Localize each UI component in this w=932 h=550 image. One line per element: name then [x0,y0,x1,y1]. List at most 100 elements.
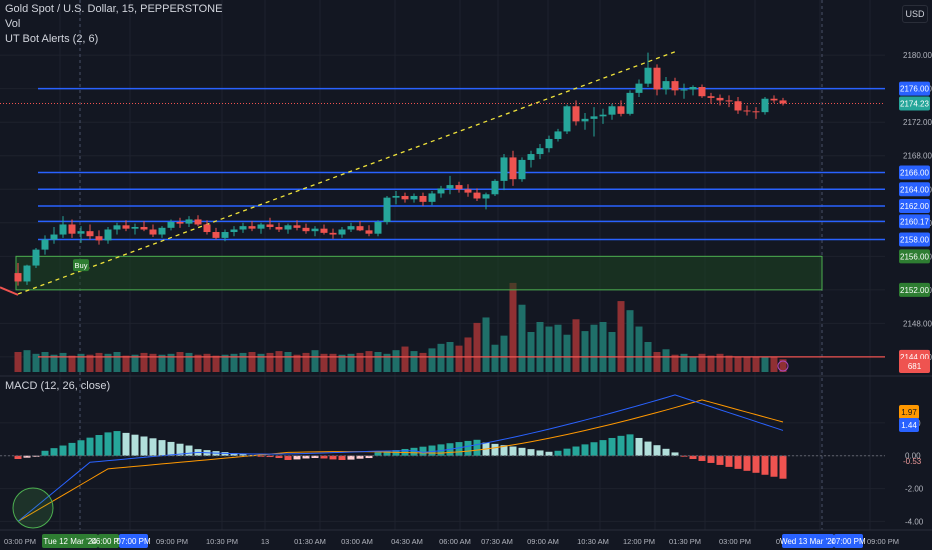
macd-histogram-bar [725,455,733,467]
candle-body [770,98,778,101]
volume-bar [401,346,409,372]
volume-bar [680,353,688,372]
demand-zone [15,255,823,291]
volume-bar [689,356,697,372]
candle-body [491,180,499,195]
volume-bar [365,351,373,372]
volume-bar [149,353,157,372]
macd-histogram-bar [221,452,229,456]
volume-bar [779,359,787,372]
candle-body [176,221,184,224]
macd-histogram-bar [23,455,31,458]
macd-histogram-bar [149,438,157,456]
macd-histogram-bar [122,432,130,456]
time-axis-label: 10:30 AM [577,537,609,546]
candle-body [230,229,238,233]
macd-histogram-bar [590,442,598,456]
price-axis-tick: 2172.00 [903,118,932,127]
volume-bar [77,353,85,372]
macd-histogram-bar [50,448,58,456]
macd-histogram-bar [131,434,139,456]
volume-bar [248,352,256,372]
candle-body [59,224,67,235]
macd-signal-line [17,399,784,522]
volume-bar [428,348,436,372]
macd-histogram-bar [752,455,760,473]
volume-bar [734,356,742,372]
volume-bar [194,354,202,372]
time-axis-date-end: Wed 13 Mar '24 [780,537,837,546]
candle-body [401,195,409,200]
macd-histogram-bar [338,455,346,460]
volume-bar [239,352,247,372]
candle-body [50,234,58,240]
macd-histogram-bar [311,455,319,459]
volume-bar [68,355,76,372]
macd-histogram-bar [563,448,571,456]
volume-indicator-label: Vol [5,18,21,30]
macd-histogram-bar [500,445,508,456]
candle-body [41,239,49,250]
time-axis-session-start: 06:00 PM [91,537,126,546]
candle-body [473,192,481,199]
trailing-stop-line [0,286,19,296]
macd-histogram-bar [554,450,562,456]
macd-value-tag: 1.44 [901,421,917,430]
price-axis-tick: 2148.00 [903,319,932,328]
volume-bar [554,324,562,372]
time-axis-label: 09:00 PM [867,537,899,546]
candle-body [104,229,112,241]
macd-histogram-bar [104,432,112,456]
candle-body [527,154,535,160]
macd-histogram-bar [230,453,238,456]
candle-body [374,221,382,234]
candle-body [203,224,211,233]
macd-histogram-bar [671,452,679,456]
buy-signal-label: Buy [75,261,88,270]
volume-bar [752,357,760,372]
candle-body [626,92,634,114]
volume-tag: 681 [908,362,922,371]
volume-bar [770,357,778,372]
volume-bar [347,353,355,372]
candle-body [608,106,616,115]
candle-body [77,231,85,234]
macd-histogram-bar [761,455,769,475]
macd-histogram-bar [77,440,85,456]
macd-histogram-bar [293,455,301,460]
symbol-title: Gold Spot / U.S. Dollar, 15, PEPPERSTONE [5,3,223,15]
candle-body [734,101,742,111]
macd-histogram-bar [698,455,706,461]
macd-histogram-bar [734,455,742,469]
volume-bar [302,352,310,372]
macd-histogram-bar [284,455,292,460]
candle-body [194,219,202,225]
time-axis-label: 09:00 PM [156,537,188,546]
volume-bar [608,332,616,372]
time-axis-label: 12:00 PM [623,537,655,546]
macd-histogram-bar [239,454,247,456]
volume-bar [761,356,769,372]
volume-bar [590,324,598,372]
macd-histogram-bar [365,455,373,459]
volume-bar [698,353,706,372]
level-price-tag: 2166.00 [900,169,929,178]
volume-bar [230,353,238,372]
candle-body [482,194,490,199]
volume-bar [482,317,490,372]
candle-body [95,236,103,241]
time-axis-label: 10:30 PM [206,537,238,546]
volume-bar [716,353,724,372]
time-axis-range-end: 07:00 PM [831,537,866,546]
volume-bar [212,355,220,372]
macd-histogram-bar [410,447,418,456]
candle-body [23,265,31,282]
macd-axis-tick: -4.00 [905,517,924,526]
macd-histogram-bar [113,431,121,456]
currency-button[interactable]: USD [902,5,928,23]
volume-bar [473,322,481,372]
candle-body [617,106,625,114]
zone-top-tag-bg [899,249,930,264]
candle-body [428,193,436,202]
